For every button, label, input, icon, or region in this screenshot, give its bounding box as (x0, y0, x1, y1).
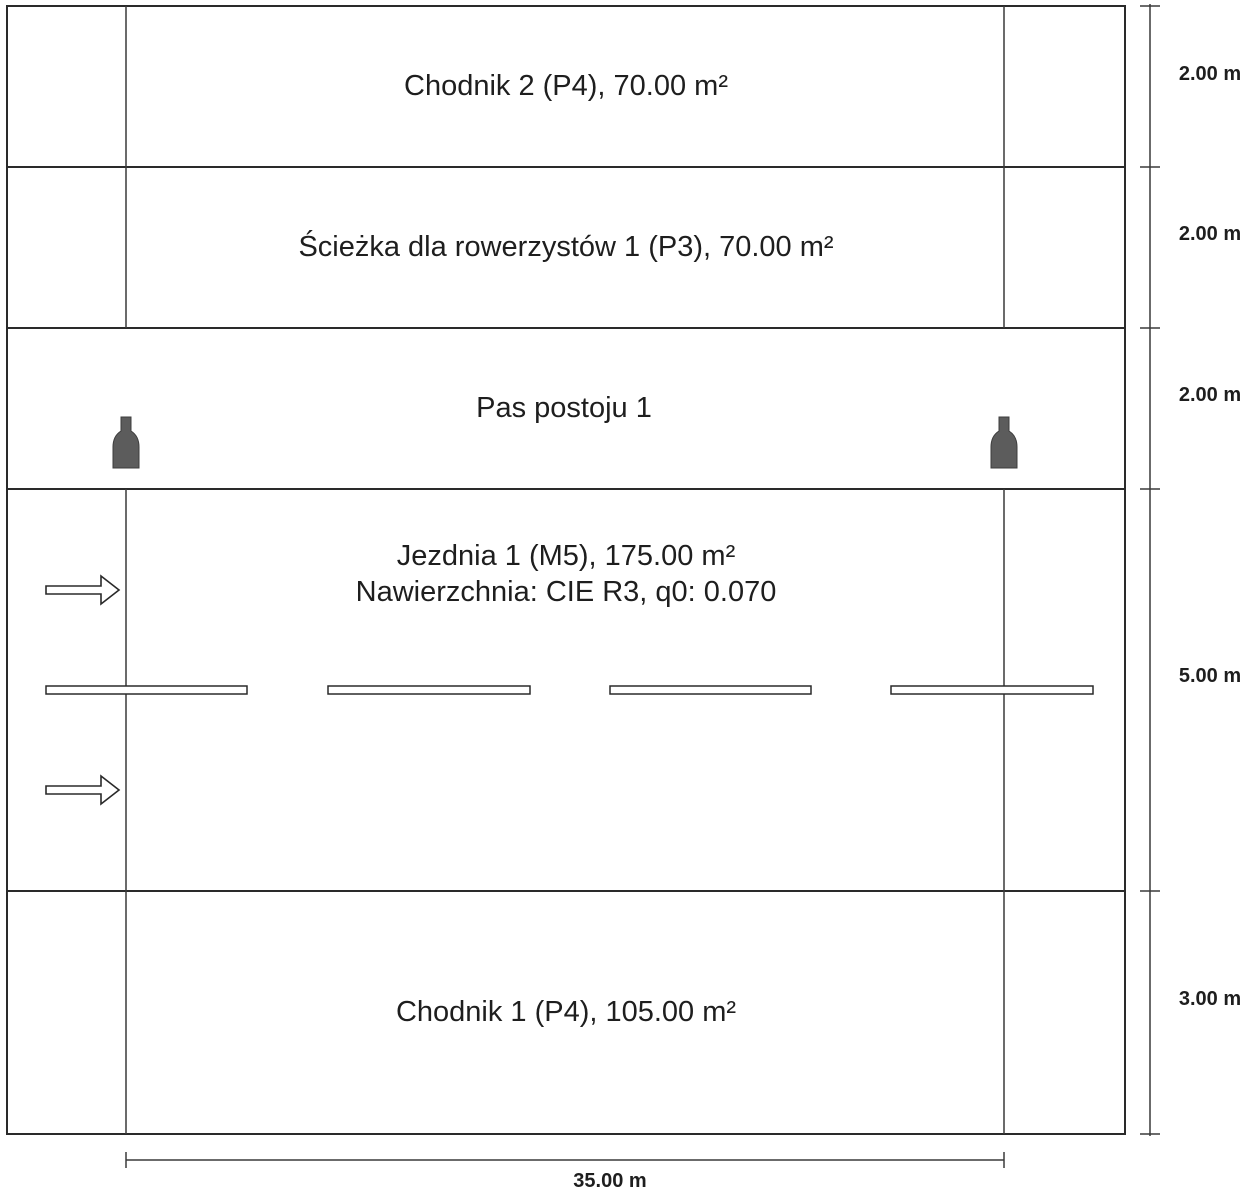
zone-label-jezdnia-1-surface: Nawierzchnia: CIE R3, q0: 0.070 (356, 576, 777, 608)
width-label-sciezka-rowerowa-1: 2.00 m (1179, 223, 1241, 245)
width-label-chodnik-2: 2.00 m (1179, 63, 1241, 85)
outer-frame (6, 5, 1126, 1135)
lane-marking-dash (890, 685, 1094, 695)
width-label-jezdnia-1: 5.00 m (1179, 665, 1241, 687)
luminaire-icon (990, 416, 1018, 469)
lane-marking-dash (327, 685, 531, 695)
luminaire-icon (112, 416, 140, 469)
zone-label-pas-postoju-1: Pas postoju 1 (476, 392, 652, 424)
zone-label-chodnik-2: Chodnik 2 (P4), 70.00 m² (404, 70, 728, 102)
zone-label-jezdnia-1: Jezdnia 1 (M5), 175.00 m² (397, 540, 736, 572)
lane-marking-dash (609, 685, 812, 695)
zone-label-sciezka-rowerowa-1: Ścieżka dla rowerzystów 1 (P3), 70.00 m² (298, 229, 833, 263)
zone-label-chodnik-1: Chodnik 1 (P4), 105.00 m² (396, 996, 736, 1028)
traffic-direction-arrow-icon (45, 574, 121, 606)
width-label-pas-postoju-1: 2.00 m (1179, 384, 1241, 406)
length-label: 35.00 m (573, 1170, 646, 1192)
width-label-chodnik-1: 3.00 m (1179, 988, 1241, 1010)
lane-marking-dash (45, 685, 248, 695)
traffic-direction-arrow-icon (45, 774, 121, 806)
